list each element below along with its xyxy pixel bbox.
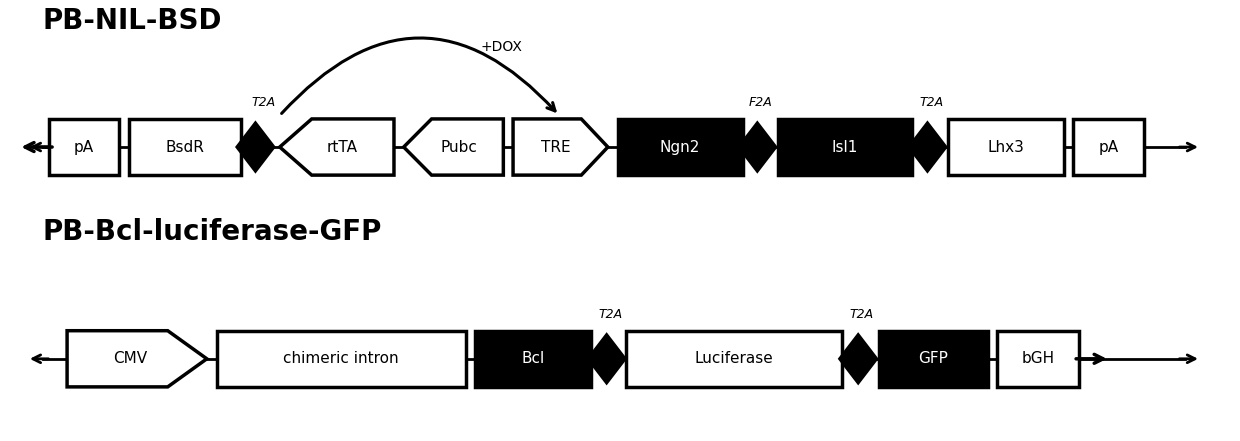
Text: PB-NIL-BSD: PB-NIL-BSD: [42, 7, 222, 35]
Bar: [129, 119, 241, 175]
Polygon shape: [404, 119, 503, 175]
Polygon shape: [280, 119, 394, 175]
Text: F2A: F2A: [749, 97, 773, 109]
Polygon shape: [739, 123, 775, 171]
Polygon shape: [589, 335, 625, 382]
Text: pA: pA: [1099, 139, 1118, 154]
Bar: [217, 331, 466, 387]
Bar: [949, 119, 1064, 175]
Text: BsdR: BsdR: [165, 139, 205, 154]
Text: chimeric intron: chimeric intron: [283, 351, 399, 366]
Text: bGH: bGH: [1022, 351, 1054, 366]
Text: rtTA: rtTA: [327, 139, 358, 154]
Bar: [997, 331, 1079, 387]
Bar: [618, 119, 743, 175]
Polygon shape: [237, 123, 274, 171]
Bar: [48, 119, 119, 175]
Text: Isl1: Isl1: [832, 139, 858, 154]
Text: Luciferase: Luciferase: [694, 351, 774, 366]
Text: TRE: TRE: [541, 139, 570, 154]
Text: Lhx3: Lhx3: [987, 139, 1024, 154]
Text: PB-Bcl-luciferase-GFP: PB-Bcl-luciferase-GFP: [42, 218, 382, 247]
Bar: [777, 119, 911, 175]
Text: Pubc: Pubc: [440, 139, 477, 154]
Text: T2A: T2A: [598, 308, 622, 321]
Polygon shape: [909, 123, 946, 171]
Text: Ngn2: Ngn2: [660, 139, 701, 154]
Text: T2A: T2A: [252, 97, 277, 109]
Bar: [626, 331, 842, 387]
Text: pA: pA: [74, 139, 94, 154]
Text: CMV: CMV: [113, 351, 148, 366]
Bar: [1074, 119, 1143, 175]
Polygon shape: [67, 331, 207, 387]
Bar: [879, 331, 988, 387]
Text: T2A: T2A: [849, 308, 874, 321]
Text: GFP: GFP: [919, 351, 949, 366]
Polygon shape: [839, 335, 877, 382]
Bar: [475, 331, 590, 387]
Text: T2A: T2A: [919, 97, 944, 109]
Polygon shape: [513, 119, 608, 175]
Text: Bcl: Bcl: [522, 351, 544, 366]
Text: +DOX: +DOX: [480, 40, 522, 54]
